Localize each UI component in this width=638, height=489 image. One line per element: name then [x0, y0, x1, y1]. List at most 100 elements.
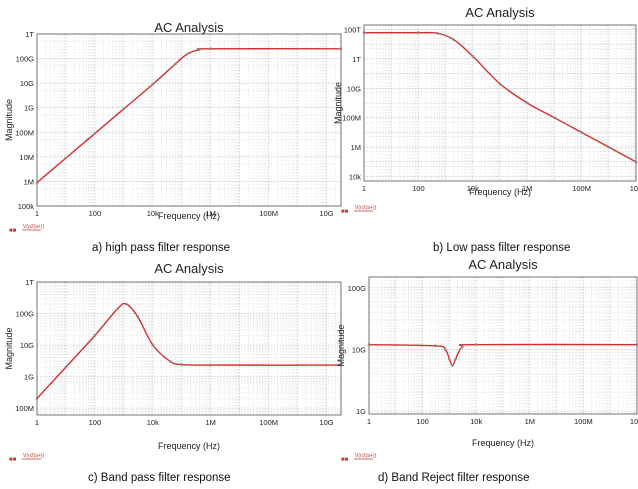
y-tick-label: 1G — [356, 407, 366, 416]
legend-marker-icon: ■■ — [9, 457, 17, 463]
data-point-marker — [362, 31, 366, 34]
x-tick-label: 100M — [259, 209, 278, 218]
data-point-marker — [339, 47, 343, 50]
y-tick-label: 10G — [20, 79, 34, 88]
y-tick-label: 1T — [352, 55, 361, 64]
chart-title: AC Analysis — [154, 261, 224, 276]
data-point-marker — [454, 357, 457, 361]
data-point-marker — [35, 397, 39, 400]
data-point-marker — [526, 101, 529, 105]
x-tick-label: 100 — [630, 184, 638, 193]
x-tick-label: 10G — [630, 417, 638, 426]
x-tick-label: 1 — [362, 184, 366, 193]
chart-title: AC Analysis — [465, 5, 535, 20]
chart-panel-1: AC Analysis 1 100 10k 1M 100M 10G 100k 1M 10M 100M… — [4, 20, 343, 254]
y-tick-label: 1M — [351, 143, 361, 152]
x-tick-label: 10k — [147, 209, 159, 218]
legend-label: V(n2(a+)) — [23, 224, 45, 230]
x-tick-label: 100 — [89, 418, 102, 427]
x-axis-title: Frequency (Hz) — [472, 438, 534, 448]
data-point-marker — [64, 156, 68, 160]
x-axis-title: Frequency (Hz) — [158, 441, 220, 451]
x-tick-label: 10G — [319, 418, 333, 427]
data-point-marker — [35, 181, 39, 184]
data-point-marker — [580, 131, 583, 134]
data-point-marker — [64, 365, 68, 369]
x-axis-title: Frequency (Hz) — [469, 187, 531, 197]
data-point-marker — [339, 363, 343, 367]
y-tick-label: 1G — [24, 373, 34, 382]
y-tick-label: 100k — [18, 202, 35, 211]
y-tick-label: 100G — [16, 55, 35, 64]
data-point-marker — [434, 344, 437, 347]
data-point-marker — [169, 360, 172, 363]
y-tick-label: 10G — [347, 84, 361, 93]
legend-marker-icon: ■■ — [341, 209, 349, 215]
chart-panel-4: AC Analysis 1 100 10k 1M 100M 10G 1G 10G 100G Freq… — [336, 257, 638, 484]
legend-marker-icon: ■■ — [341, 457, 349, 463]
data-point-marker — [367, 343, 371, 346]
y-tick-label: 100T — [344, 25, 362, 34]
chart-panel-3: AC Analysis 1 100 10k 1M 100M 10G 100M 1G 10G 100G… — [4, 261, 343, 484]
grid — [36, 33, 341, 207]
x-tick-label: 10k — [470, 417, 482, 426]
data-point-marker — [607, 145, 610, 149]
legend: ■■ V(n2(a+)) — [341, 453, 377, 463]
y-axis-title: Magnitude — [4, 327, 14, 369]
data-point-marker — [460, 345, 464, 349]
data-point-marker — [151, 343, 155, 347]
x-tick-label: 1 — [367, 417, 371, 426]
x-tick-label: 100M — [572, 184, 591, 193]
plot-frame — [363, 24, 637, 182]
plot-frame — [36, 33, 342, 207]
figure-caption: d) Band Reject filter response — [378, 472, 530, 484]
data-point-marker — [122, 107, 126, 111]
data-point-marker — [635, 343, 638, 346]
chart-panel-2: AC Analysis 1 100 10k 1M 100M 100 10k 1M 100M 10G 1… — [333, 5, 638, 254]
data-point-marker — [451, 364, 454, 367]
y-tick-label: 1T — [25, 278, 34, 287]
legend: ■■ V(n2(a+)) — [9, 453, 45, 463]
x-tick-label: 1M — [206, 209, 216, 218]
x-tick-label: 10G — [319, 209, 333, 218]
legend: ■■ V(n2(a+)) — [9, 224, 45, 234]
legend: ■■ V(n2(a+)) — [341, 205, 377, 215]
y-tick-label: 10M — [19, 153, 34, 162]
y-tick-label: 100M — [15, 128, 34, 137]
y-axis-title: Magnitude — [4, 99, 14, 141]
y-tick-label: 10G — [352, 346, 366, 355]
y-tick-label: 10G — [20, 341, 34, 350]
legend-marker-icon: ■■ — [9, 228, 17, 234]
grid — [368, 277, 638, 415]
y-tick-label: 100G — [348, 284, 367, 293]
data-point-marker — [124, 302, 128, 306]
data-point-marker — [197, 48, 201, 51]
chart-title: AC Analysis — [468, 257, 538, 272]
y-tick-label: 100M — [15, 404, 34, 413]
data-point-marker — [498, 82, 502, 86]
figure-caption: c) Band pass filter response — [88, 472, 231, 484]
data-point-marker — [475, 343, 478, 346]
data-point-marker — [151, 83, 155, 86]
x-tick-label: 1M — [206, 418, 216, 427]
y-tick-label: 1G — [24, 104, 34, 113]
x-tick-label: 1 — [35, 418, 39, 427]
x-tick-label: 10k — [467, 184, 479, 193]
data-point-marker — [93, 132, 97, 135]
y-tick-label: 1T — [25, 30, 34, 39]
legend-label: V(n2(a+)) — [355, 453, 377, 459]
grid — [36, 281, 341, 416]
data-point-marker — [553, 116, 556, 119]
y-axis-title: Magnitude — [333, 82, 343, 124]
y-tick-label: 100M — [342, 114, 361, 123]
legend-label: V(n2(a+)) — [355, 205, 377, 211]
data-point-marker — [436, 32, 439, 35]
series-line-1 — [36, 48, 342, 184]
data-point-marker — [136, 315, 139, 318]
y-tick-label: 100G — [16, 310, 35, 319]
figure-caption: a) high pass filter response — [92, 242, 230, 254]
x-tick-label: 100M — [259, 418, 278, 427]
plot-area — [37, 34, 341, 206]
y-tick-label: 10k — [349, 173, 361, 182]
